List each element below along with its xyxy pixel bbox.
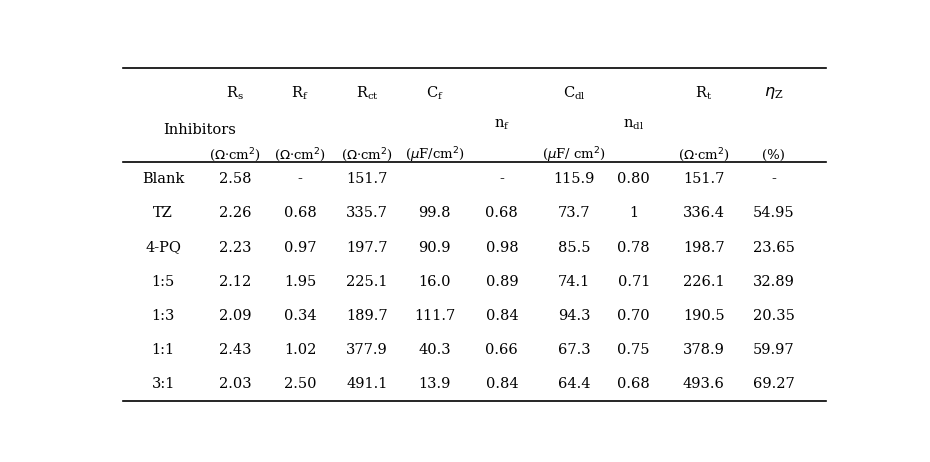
Text: 2.23: 2.23	[219, 241, 251, 255]
Text: 0.68: 0.68	[284, 207, 316, 220]
Text: 59.97: 59.97	[752, 343, 794, 357]
Text: 40.3: 40.3	[418, 343, 451, 357]
Text: 69.27: 69.27	[752, 377, 794, 391]
Text: ($\Omega$$\cdot$cm$^2$): ($\Omega$$\cdot$cm$^2$)	[274, 146, 326, 164]
Text: 94.3: 94.3	[558, 309, 591, 323]
Text: 111.7: 111.7	[414, 309, 456, 323]
Text: 198.7: 198.7	[683, 241, 724, 255]
Text: 20.35: 20.35	[752, 309, 794, 323]
Text: R$_\mathregular{ct}$: R$_\mathregular{ct}$	[355, 84, 379, 102]
Text: 377.9: 377.9	[346, 343, 388, 357]
Text: 54.95: 54.95	[752, 207, 794, 220]
Text: (%): (%)	[763, 149, 785, 162]
Text: $\eta_\mathregular{Z}$: $\eta_\mathregular{Z}$	[764, 84, 783, 101]
Text: ($\Omega$$\cdot$cm$^2$): ($\Omega$$\cdot$cm$^2$)	[678, 146, 730, 164]
Text: 3:1: 3:1	[152, 377, 175, 391]
Text: 0.98: 0.98	[485, 241, 518, 255]
Text: 1:5: 1:5	[152, 275, 175, 289]
Text: -: -	[499, 172, 504, 186]
Text: 2.12: 2.12	[219, 275, 251, 289]
Text: 99.8: 99.8	[418, 207, 451, 220]
Text: TZ: TZ	[153, 207, 173, 220]
Text: n$_\mathregular{dl}$: n$_\mathregular{dl}$	[623, 117, 644, 132]
Text: R$_\mathregular{f}$: R$_\mathregular{f}$	[291, 84, 309, 102]
Text: 0.34: 0.34	[284, 309, 316, 323]
Text: 0.68: 0.68	[618, 377, 650, 391]
Text: 23.65: 23.65	[752, 241, 794, 255]
Text: 151.7: 151.7	[683, 172, 724, 186]
Text: 0.89: 0.89	[485, 275, 518, 289]
Text: 16.0: 16.0	[418, 275, 451, 289]
Text: 32.89: 32.89	[752, 275, 794, 289]
Text: 2.03: 2.03	[219, 377, 251, 391]
Text: 225.1: 225.1	[346, 275, 388, 289]
Text: Inhibitors: Inhibitors	[163, 123, 236, 137]
Text: n$_\mathregular{f}$: n$_\mathregular{f}$	[494, 117, 510, 132]
Text: 493.6: 493.6	[683, 377, 724, 391]
Text: C$_\mathregular{f}$: C$_\mathregular{f}$	[426, 84, 444, 102]
Text: 1:3: 1:3	[152, 309, 175, 323]
Text: 197.7: 197.7	[346, 241, 388, 255]
Text: 1.02: 1.02	[284, 343, 316, 357]
Text: 0.71: 0.71	[618, 275, 650, 289]
Text: 0.68: 0.68	[485, 207, 518, 220]
Text: 491.1: 491.1	[346, 377, 388, 391]
Text: 336.4: 336.4	[683, 207, 724, 220]
Text: 85.5: 85.5	[558, 241, 591, 255]
Text: Blank: Blank	[142, 172, 184, 186]
Text: C$_\mathregular{dl}$: C$_\mathregular{dl}$	[563, 84, 585, 102]
Text: R$_\mathregular{t}$: R$_\mathregular{t}$	[695, 84, 712, 102]
Text: ($\mu$F/cm$^2$): ($\mu$F/cm$^2$)	[405, 145, 465, 165]
Text: 0.70: 0.70	[618, 309, 650, 323]
Text: 2.09: 2.09	[219, 309, 251, 323]
Text: 0.66: 0.66	[485, 343, 518, 357]
Text: ($\Omega$$\cdot$cm$^2$): ($\Omega$$\cdot$cm$^2$)	[341, 146, 393, 164]
Text: 2.26: 2.26	[219, 207, 251, 220]
Text: 0.80: 0.80	[618, 172, 650, 186]
Text: R$_\mathregular{s}$: R$_\mathregular{s}$	[226, 84, 245, 102]
Text: 335.7: 335.7	[346, 207, 388, 220]
Text: 0.78: 0.78	[618, 241, 650, 255]
Text: 73.7: 73.7	[558, 207, 591, 220]
Text: 115.9: 115.9	[553, 172, 594, 186]
Text: 151.7: 151.7	[346, 172, 388, 186]
Text: 1: 1	[630, 207, 638, 220]
Text: 90.9: 90.9	[418, 241, 451, 255]
Text: -: -	[771, 172, 776, 186]
Text: 0.97: 0.97	[284, 241, 316, 255]
Text: ($\mu$F/ cm$^2$): ($\mu$F/ cm$^2$)	[542, 145, 606, 165]
Text: 1.95: 1.95	[284, 275, 316, 289]
Text: 64.4: 64.4	[558, 377, 591, 391]
Text: 2.50: 2.50	[284, 377, 316, 391]
Text: 74.1: 74.1	[558, 275, 590, 289]
Text: ($\Omega$$\cdot$cm$^2$): ($\Omega$$\cdot$cm$^2$)	[209, 146, 261, 164]
Text: 2.43: 2.43	[219, 343, 251, 357]
Text: 0.75: 0.75	[618, 343, 650, 357]
Text: 226.1: 226.1	[683, 275, 724, 289]
Text: 378.9: 378.9	[683, 343, 724, 357]
Text: 13.9: 13.9	[418, 377, 451, 391]
Text: 0.84: 0.84	[485, 309, 518, 323]
Text: 67.3: 67.3	[558, 343, 591, 357]
Text: 2.58: 2.58	[219, 172, 251, 186]
Text: 4-PQ: 4-PQ	[145, 241, 181, 255]
Text: 189.7: 189.7	[346, 309, 388, 323]
Text: -: -	[298, 172, 302, 186]
Text: 190.5: 190.5	[683, 309, 724, 323]
Text: 1:1: 1:1	[152, 343, 175, 357]
Text: 0.84: 0.84	[485, 377, 518, 391]
